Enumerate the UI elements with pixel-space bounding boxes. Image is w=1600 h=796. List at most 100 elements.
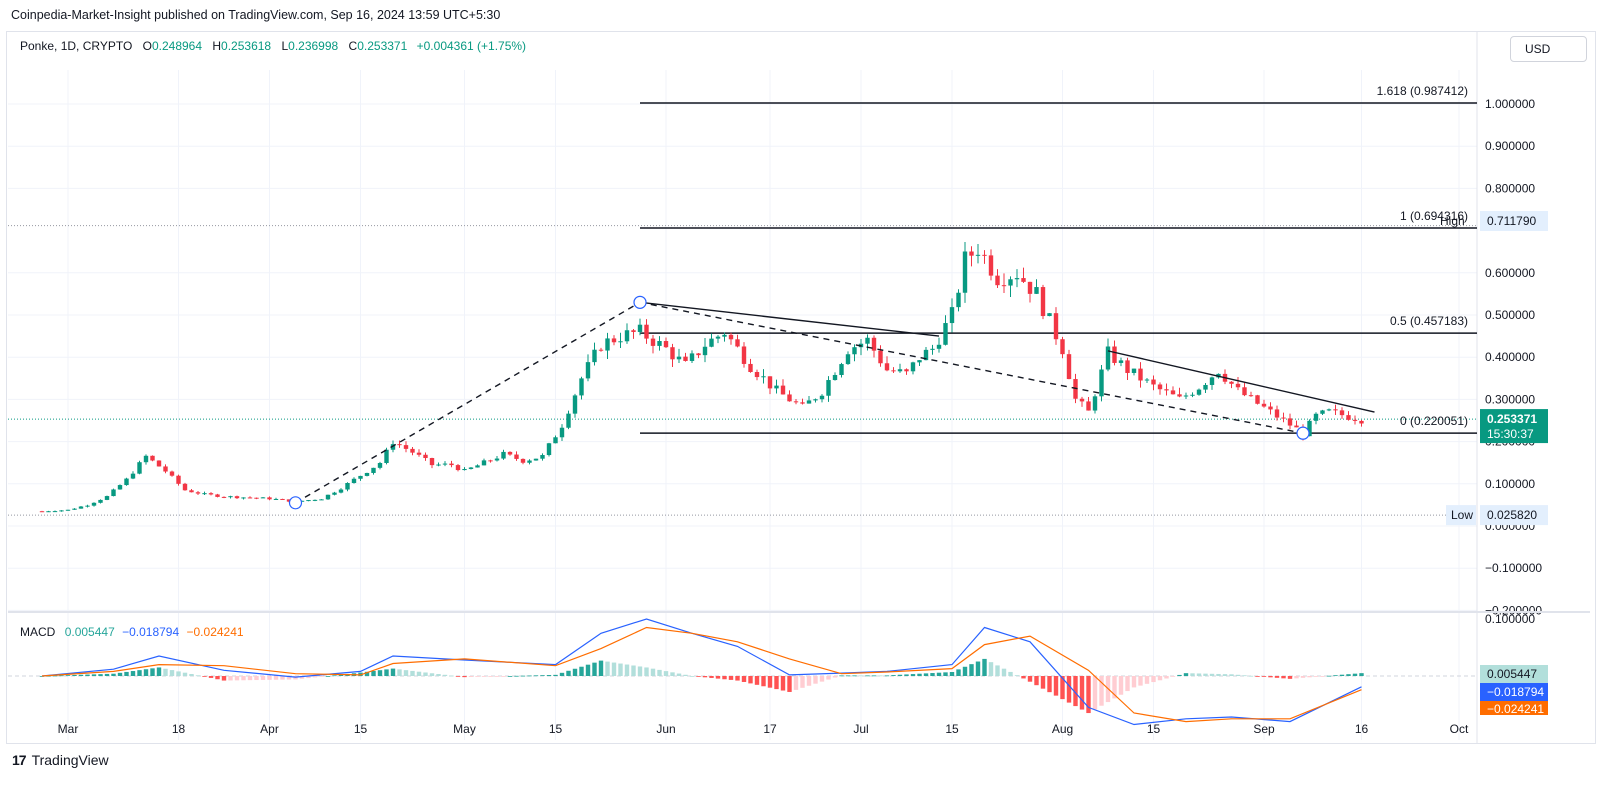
candle-body [442,463,448,465]
candle-body [1352,419,1358,421]
price-chart[interactable]: 1.000000 0.900000 0.800000 0.600000 0.500000… [0,0,1600,744]
price-tick-label: 1.000000 [1485,97,1535,111]
macd-histogram-bar [397,669,402,676]
macd-hist-marker-bg [1480,665,1548,683]
macd-histogram-bar [845,675,851,677]
candle-body [878,350,883,364]
candle-body [124,478,129,486]
candle-body [546,443,552,456]
candle-body [891,370,896,372]
candle-body [585,362,591,379]
currency-button[interactable]: USD [1510,36,1587,62]
tradingview-footer[interactable]: 17 TradingView [12,752,109,768]
macd-histogram-bar [676,673,682,676]
macd-histogram-bar [384,669,389,676]
macd-histogram-bar [195,675,201,677]
candle-body [995,275,1000,286]
macd-histogram-bar [436,674,441,676]
candle-body [1066,354,1072,380]
candle-body [85,505,90,507]
macd-histogram-bar [774,676,779,690]
candle-body [338,489,344,493]
macd-histogram-bar [1229,674,1234,676]
candle-body [182,483,188,491]
macd-histogram-bar [59,675,64,677]
candle-body [845,354,851,365]
low-marker-label: Low [1451,508,1473,522]
candle-body [384,449,389,464]
candle-body [494,458,500,461]
macd-histogram-bar [1346,674,1351,676]
candle-body [462,468,467,471]
close-value: 0.253371 [357,39,408,53]
macd-histogram-bar [891,675,896,676]
candle-body [923,349,929,361]
macd-hist-marker: 0.005447 [1487,667,1537,681]
macd-histogram-bar [78,674,84,676]
candle-body [52,511,58,513]
macd-histogram-bar [722,676,727,680]
macd-histogram-bar [917,673,922,676]
macd-histogram-bar [1112,676,1117,699]
macd-histogram-bar [702,676,708,678]
macd-histogram-bar [1209,673,1215,676]
macd-histogram-bar [403,670,409,676]
macd-histogram-bar [761,676,766,687]
time-tick-label: 15 [354,722,368,736]
candle-body [299,500,305,502]
candle-body [46,511,51,513]
macd-histogram-bar [364,671,370,676]
candle-body [1079,398,1085,402]
candle-body [1203,384,1208,390]
candle-body [488,460,493,462]
candle-body [715,336,721,339]
symbol-name[interactable]: Ponke, 1D, CRYPTO [20,39,133,53]
macd-histogram-bar [85,674,90,676]
candle-body [169,471,175,476]
tradingview-logo-icon: 17 [12,752,27,768]
macd-histogram-bar [663,671,669,676]
macd-signal-marker-bg [1480,701,1548,715]
candle-body [1326,409,1332,411]
time-tick-label: 16 [1355,722,1369,736]
candle-body [774,385,779,389]
open-label: O [142,39,152,53]
candle-body [397,444,402,446]
candle-body [429,458,435,466]
candle-body [592,349,597,363]
macd-histogram-bar [1196,673,1202,676]
macd-histogram-bar [527,675,532,677]
macd-title[interactable]: MACD [20,625,56,639]
candle-body [754,372,760,378]
candle-body [793,401,799,403]
candle-body [1001,285,1007,287]
macd-histogram-bar [637,666,643,676]
macd-histogram-bar [949,672,955,676]
macd-histogram-bar [52,675,58,677]
macd-histogram-bar [1235,674,1241,676]
macd-histogram-bar [1138,676,1143,686]
macd-histogram-bar [390,668,396,676]
macd-histogram-bar [715,676,721,679]
candle-body [312,499,318,501]
macd-histogram-bar [312,676,318,678]
macd-histogram-bar [839,675,844,677]
macd-histogram-bar [1359,673,1364,676]
price-tick-label: −0.200000 [1485,603,1542,617]
candle-body [1274,409,1280,418]
candle-body [540,455,545,459]
macd-histogram-bar [878,675,883,677]
macd-histogram-bar [832,676,838,678]
candle-body [1320,410,1325,414]
candle-body [1346,415,1351,420]
time-tick-label: Mar [58,722,79,736]
candle-body [221,496,227,498]
macd-histogram-bar [65,675,71,676]
candle-body [696,353,701,356]
candle-body [1112,346,1117,363]
time-tick-label: 17 [763,722,777,736]
candle-body [176,475,181,484]
candle-body [150,455,155,461]
candle-body [1131,368,1137,373]
macd-histogram-bar [1034,676,1039,686]
